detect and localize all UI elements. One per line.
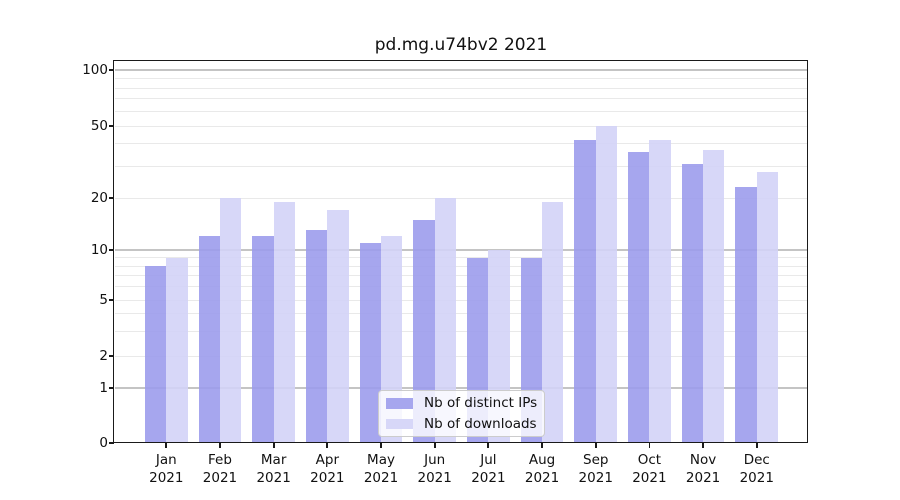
x-tick-label-may: May 2021: [363, 452, 399, 486]
x-tick-mark-oct: [648, 443, 651, 448]
y-tick-label-0: 0: [99, 435, 108, 451]
legend-swatch-distinct-ips: [386, 398, 413, 409]
x-tick-mark-sep: [594, 443, 597, 448]
x-tick-label-mar: Mar 2021: [256, 452, 291, 486]
gridline-major-10: [115, 249, 807, 251]
x-tick-mark-jan: [165, 443, 168, 448]
y-tick-mark-50: [109, 125, 114, 127]
gridline-minor-40: [115, 143, 807, 145]
bar-distinct-ips-jun: [413, 219, 435, 443]
chart-title: pd.mg.u74bv2 2021: [374, 35, 548, 55]
bar-distinct-ips-sep: [574, 139, 596, 443]
x-tick-mark-jul: [487, 443, 490, 448]
bar-distinct-ips-mar: [252, 236, 274, 443]
y-tick-label-10: 10: [90, 242, 108, 258]
bar-downloads-apr: [327, 210, 349, 443]
gridline-minor-3: [115, 330, 807, 332]
gridline-minor-90: [115, 78, 807, 79]
bar-distinct-ips-may: [359, 242, 381, 443]
x-tick-mark-feb: [219, 443, 221, 448]
gridline-minor-7: [115, 275, 807, 277]
gridline-minor-50: [115, 125, 807, 127]
legend-label-distinct-ips: Nb of distinct IPs: [424, 395, 538, 412]
x-tick-mark-aug: [541, 443, 543, 448]
y-tick-mark-0: [109, 442, 114, 444]
x-tick-label-oct: Oct 2021: [632, 452, 667, 486]
x-tick-mark-may: [380, 443, 382, 448]
y-tick-mark-20: [109, 197, 114, 199]
x-tick-label-apr: Apr 2021: [310, 452, 345, 486]
legend-entry-downloads: Nb of downloads: [386, 415, 537, 433]
x-tick-mark-jun: [433, 443, 436, 448]
legend-label-downloads: Nb of downloads: [424, 415, 537, 432]
gridline-major-1: [115, 387, 807, 389]
x-tick-label-jan: Jan 2021: [149, 452, 184, 486]
gridline-minor-70: [115, 98, 807, 100]
bar-downloads-sep: [595, 126, 618, 443]
y-tick-label-2: 2: [99, 348, 108, 364]
x-tick-label-feb: Feb 2021: [202, 452, 238, 486]
bar-downloads-mar: [273, 201, 296, 443]
legend: Nb of distinct IPs Nb of downloads: [378, 390, 545, 437]
legend-entry-distinct-ips: Nb of distinct IPs: [386, 395, 538, 412]
y-tick-label-100: 100: [82, 62, 108, 78]
bar-distinct-ips-feb: [198, 236, 220, 443]
y-tick-mark-1: [109, 387, 114, 389]
gridline-minor-5: [115, 299, 807, 301]
x-tick-label-sep: Sep 2021: [578, 452, 613, 486]
y-tick-mark-5: [109, 299, 114, 301]
x-tick-label-dec: Dec 2021: [739, 452, 774, 486]
bar-distinct-ips-apr: [305, 230, 328, 443]
gridline-minor-9: [115, 257, 807, 259]
y-tick-label-1: 1: [99, 380, 108, 396]
bar-downloads-nov: [703, 149, 725, 443]
axes-border: [113, 60, 808, 443]
x-tick-mark-apr: [326, 443, 329, 448]
x-tick-label-aug: Aug 2021: [524, 452, 560, 486]
bar-distinct-ips-nov: [681, 163, 704, 443]
x-tick-label-jun: Jun 2021: [417, 452, 452, 486]
bar-distinct-ips-jan: [144, 266, 167, 443]
bar-downloads-jun: [434, 198, 457, 443]
gridline-minor-2: [115, 355, 807, 357]
gridline-minor-80: [115, 87, 807, 89]
x-tick-mark-dec: [755, 443, 758, 448]
y-tick-mark-100: [109, 69, 114, 71]
x-tick-label-nov: Nov 2021: [685, 452, 721, 486]
gridline-major-100: [115, 69, 807, 71]
bar-distinct-ips-dec: [735, 187, 757, 443]
gridline-minor-4: [115, 313, 807, 315]
gridline-minor-6: [115, 286, 807, 288]
y-tick-label-5: 5: [99, 292, 108, 308]
bar-distinct-ips-oct: [628, 151, 650, 443]
x-tick-label-jul: Jul 2021: [471, 452, 506, 486]
gridline-minor-60: [115, 110, 807, 112]
bar-downloads-oct: [649, 139, 671, 443]
bar-downloads-aug: [542, 201, 564, 443]
y-tick-mark-10: [109, 249, 114, 251]
bar-downloads-feb: [219, 198, 242, 443]
y-tick-label-50: 50: [90, 118, 108, 134]
bar-downloads-jan: [166, 257, 188, 443]
gridline-minor-8: [115, 265, 807, 267]
y-tick-mark-2: [109, 355, 114, 357]
y-tick-label-20: 20: [90, 190, 108, 206]
x-tick-mark-mar: [272, 443, 275, 448]
legend-swatch-downloads: [386, 418, 413, 429]
gridline-minor-20: [115, 197, 807, 199]
bar-downloads-dec: [756, 171, 779, 443]
gridline-minor-30: [115, 165, 807, 167]
x-tick-mark-nov: [702, 443, 704, 448]
